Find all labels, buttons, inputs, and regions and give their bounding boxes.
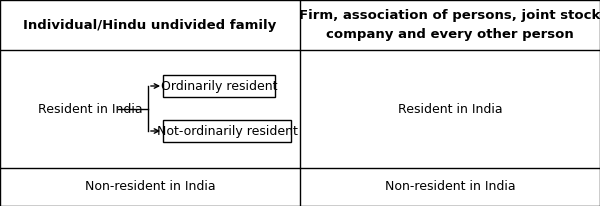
Bar [163, 120, 291, 142]
Text: Firm, association of persons, joint stock
company and every other person: Firm, association of persons, joint stoc… [299, 9, 600, 41]
Text: Non-resident in India: Non-resident in India [385, 180, 515, 193]
Text: Non-resident in India: Non-resident in India [85, 180, 215, 193]
Text: Ordinarily resident: Ordinarily resident [161, 80, 277, 92]
Text: Individual/Hindu undivided family: Individual/Hindu undivided family [23, 19, 277, 32]
Bar [163, 75, 275, 97]
Text: Resident in India: Resident in India [38, 103, 143, 116]
Text: Resident in India: Resident in India [398, 103, 502, 116]
Text: Not-ordinarily resident: Not-ordinarily resident [157, 124, 298, 137]
